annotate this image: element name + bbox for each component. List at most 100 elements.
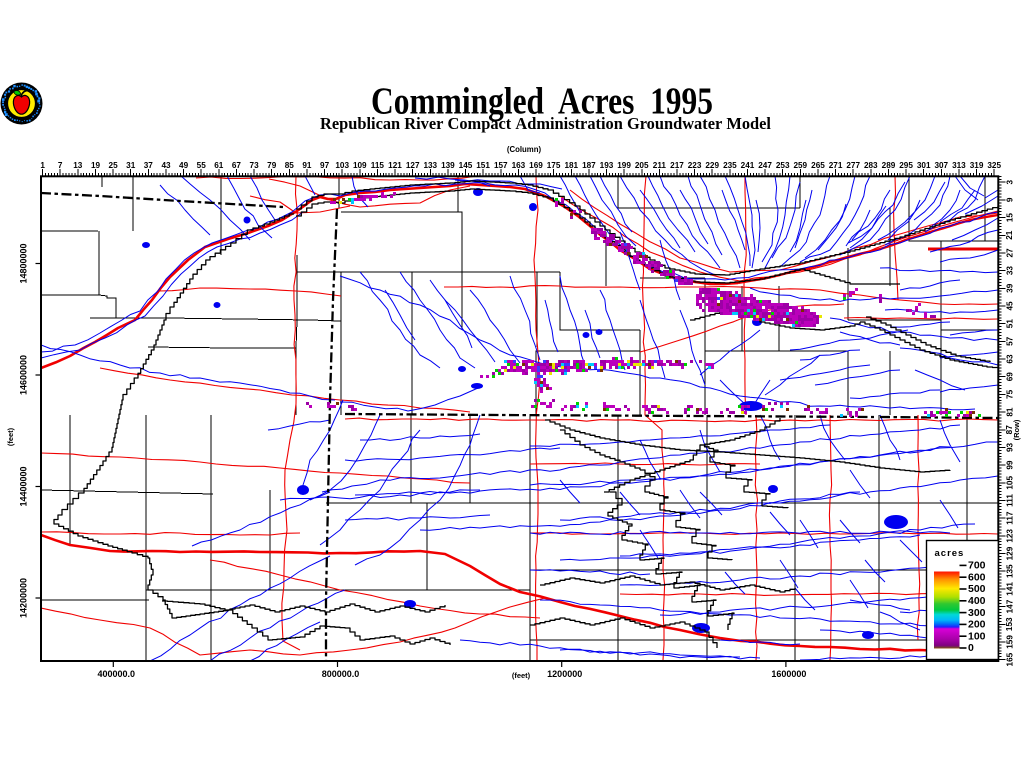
svg-text:(Row): (Row) [1012,419,1021,440]
svg-text:55: 55 [197,161,207,170]
svg-text:49: 49 [179,161,189,170]
svg-text:145: 145 [459,161,473,170]
svg-text:39: 39 [1005,283,1014,293]
svg-text:135: 135 [1005,564,1014,578]
svg-text:73: 73 [250,161,260,170]
svg-text:Republican River Compact Admin: Republican River Compact Administration … [320,114,771,133]
svg-text:(feet): (feet) [6,427,15,446]
svg-text:45: 45 [1005,301,1014,311]
svg-text:217: 217 [670,161,684,170]
svg-text:205: 205 [635,161,649,170]
svg-text:7: 7 [58,161,63,170]
svg-text:1200000: 1200000 [547,669,582,679]
svg-text:235: 235 [723,161,737,170]
svg-text:277: 277 [846,161,860,170]
svg-text:313: 313 [952,161,966,170]
svg-text:139: 139 [441,161,455,170]
svg-text:319: 319 [970,161,984,170]
svg-text:289: 289 [882,161,896,170]
svg-text:81: 81 [1005,407,1014,417]
svg-text:97: 97 [320,161,330,170]
svg-text:223: 223 [688,161,702,170]
svg-text:295: 295 [899,161,913,170]
svg-text:67: 67 [232,161,242,170]
svg-text:19: 19 [91,161,101,170]
svg-text:325: 325 [987,161,1001,170]
svg-text:111: 111 [1005,494,1014,507]
svg-text:200: 200 [968,619,986,631]
svg-text:129: 129 [1005,546,1014,560]
svg-text:14200000: 14200000 [19,578,29,618]
svg-text:9: 9 [1005,197,1014,202]
svg-text:253: 253 [776,161,790,170]
svg-text:187: 187 [582,161,596,170]
svg-text:181: 181 [564,161,578,170]
svg-text:301: 301 [917,161,931,170]
svg-text:31: 31 [126,161,136,170]
svg-text:103: 103 [335,161,349,170]
svg-text:acres: acres [935,548,965,559]
svg-text:127: 127 [406,161,420,170]
svg-text:33: 33 [1005,266,1014,276]
svg-text:400000.0: 400000.0 [98,669,136,679]
svg-text:15: 15 [1005,213,1014,223]
svg-text:91: 91 [302,161,312,170]
svg-text:121: 121 [388,161,402,170]
svg-text:85: 85 [285,161,295,170]
svg-text:241: 241 [741,161,755,170]
svg-text:63: 63 [1005,354,1014,364]
svg-text:259: 259 [793,161,807,170]
svg-text:69: 69 [1005,372,1014,382]
svg-text:283: 283 [864,161,878,170]
svg-text:229: 229 [705,161,719,170]
svg-text:14400000: 14400000 [19,466,29,506]
svg-text:800000.0: 800000.0 [322,669,360,679]
svg-text:43: 43 [161,161,171,170]
svg-text:159: 159 [1005,635,1014,649]
svg-text:500: 500 [968,583,986,595]
svg-text:265: 265 [811,161,825,170]
svg-text:14600000: 14600000 [19,355,29,395]
svg-text:117: 117 [1005,511,1014,525]
svg-text:151: 151 [476,161,490,170]
svg-text:169: 169 [529,161,543,170]
svg-text:141: 141 [1005,582,1014,596]
svg-text:165: 165 [1005,652,1014,666]
svg-text:163: 163 [512,161,526,170]
svg-text:79: 79 [267,161,277,170]
svg-text:600: 600 [968,571,986,583]
svg-text:0: 0 [968,642,974,654]
svg-text:157: 157 [494,161,508,170]
svg-text:105: 105 [1005,476,1014,490]
svg-text:27: 27 [1005,248,1014,258]
svg-text:247: 247 [758,161,772,170]
svg-text:115: 115 [371,161,385,170]
svg-text:1: 1 [40,161,45,170]
svg-text:93: 93 [1005,442,1014,452]
svg-text:109: 109 [353,161,367,170]
svg-text:99: 99 [1005,460,1014,470]
svg-text:193: 193 [600,161,614,170]
svg-text:21: 21 [1005,230,1014,240]
svg-text:700: 700 [968,560,986,572]
svg-text:3: 3 [1005,179,1014,184]
svg-text:123: 123 [1005,529,1014,543]
svg-text:37: 37 [144,161,154,170]
svg-text:(feet): (feet) [512,671,531,680]
svg-text:400: 400 [968,595,986,607]
svg-text:61: 61 [214,161,224,170]
svg-text:199: 199 [617,161,631,170]
svg-text:147: 147 [1005,599,1014,613]
svg-text:75: 75 [1005,389,1014,399]
svg-text:175: 175 [547,161,561,170]
svg-text:100: 100 [968,630,986,642]
svg-text:51: 51 [1005,319,1014,329]
svg-text:14800000: 14800000 [19,243,29,283]
svg-text:300: 300 [968,607,986,619]
svg-text:57: 57 [1005,336,1014,346]
svg-text:Commingled Acres 1995: Commingled Acres 1995 [371,81,713,123]
svg-text:153: 153 [1005,617,1014,631]
svg-text:211: 211 [653,161,667,170]
svg-text:133: 133 [423,161,437,170]
svg-text:25: 25 [109,161,119,170]
